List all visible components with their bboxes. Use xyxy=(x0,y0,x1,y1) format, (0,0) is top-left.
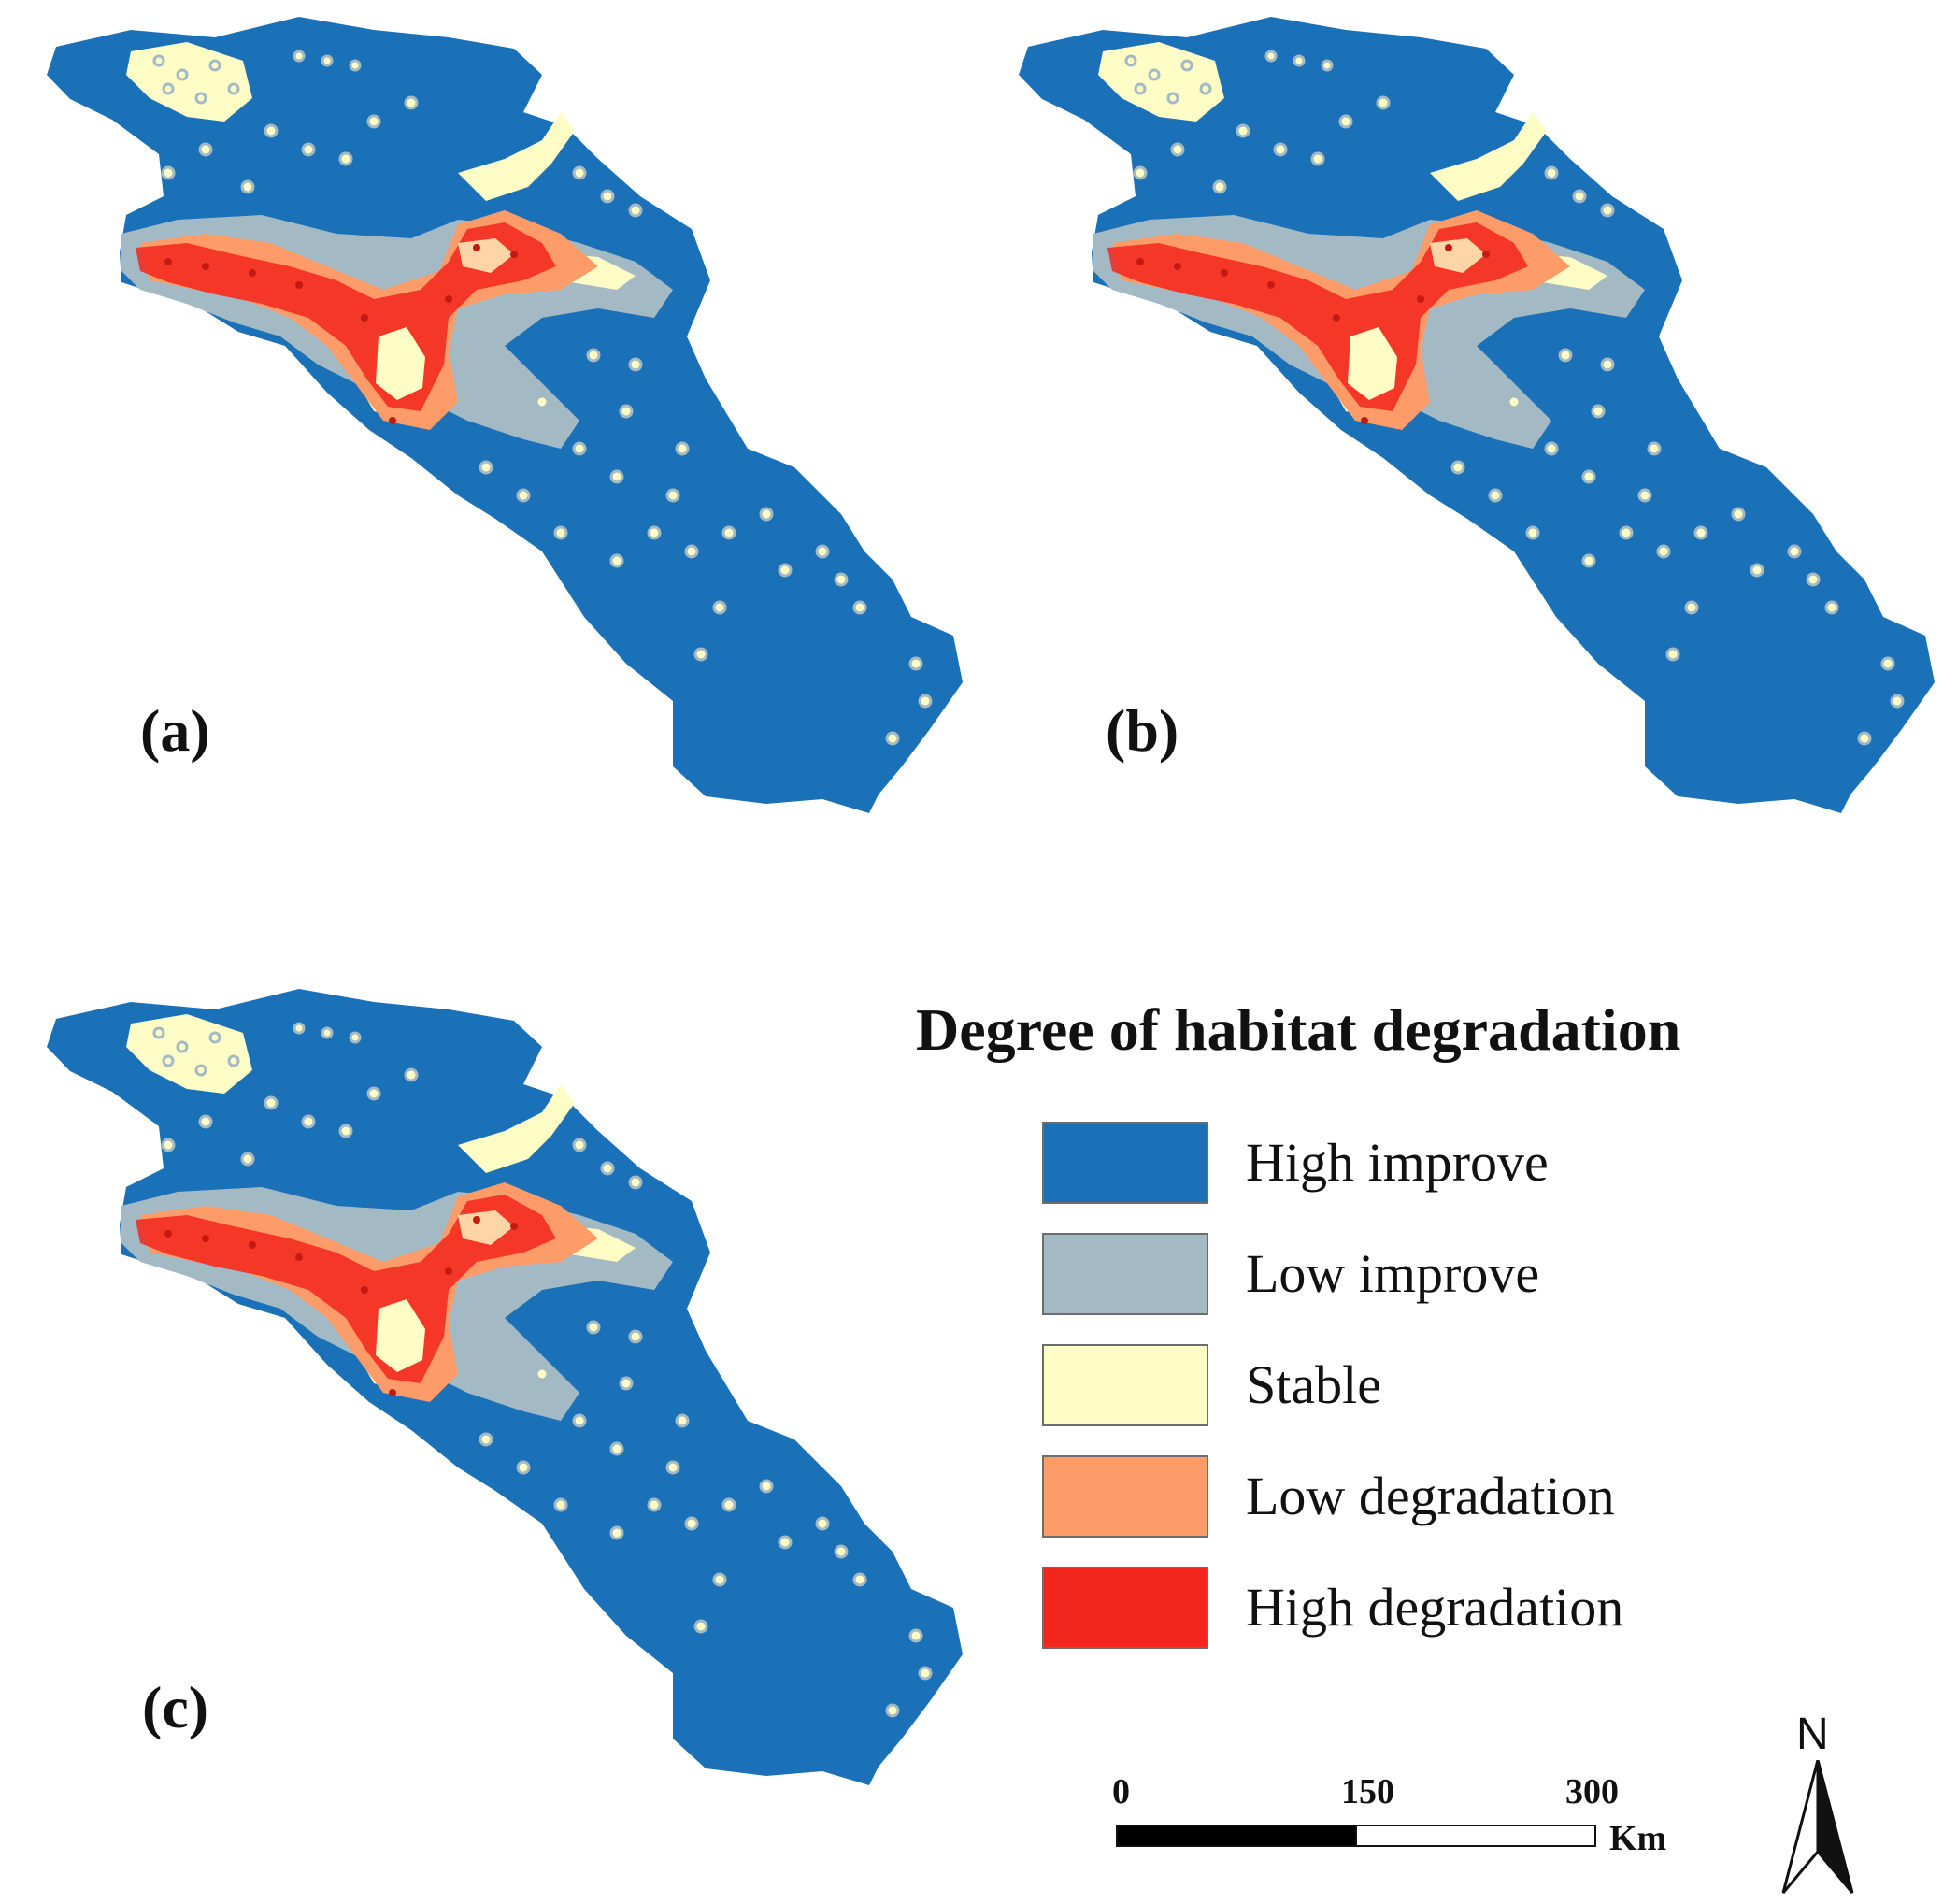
scale-unit: Km xyxy=(1609,1819,1667,1858)
legend-label: Low improve xyxy=(1246,1243,1540,1304)
scale-bar: 0 150 300 Km xyxy=(1112,1771,1666,1883)
scale-tick-150: 150 xyxy=(1341,1772,1394,1811)
legend-item-stable: Stable xyxy=(1042,1344,1790,1428)
legend-swatch xyxy=(1042,1233,1208,1315)
panel-label-a: (a) xyxy=(140,697,210,764)
legend-swatch xyxy=(1042,1567,1208,1649)
panel-label-c: (c) xyxy=(142,1674,209,1740)
north-arrow: N xyxy=(1776,1709,1860,1896)
legend-swatch xyxy=(1042,1344,1208,1426)
legend-label: High improve xyxy=(1246,1132,1549,1193)
scale-tick-0: 0 xyxy=(1112,1772,1130,1811)
legend-item-high-degradation: High degradation xyxy=(1042,1567,1790,1651)
legend-item-low-degradation: Low degradation xyxy=(1042,1455,1790,1539)
legend-label: Stable xyxy=(1246,1354,1381,1415)
legend-title: Degree of habitat degradation xyxy=(916,996,1681,1063)
legend-swatch xyxy=(1042,1455,1208,1538)
panel-label-b: (b) xyxy=(1106,697,1179,764)
north-letter: N xyxy=(1796,1710,1829,1759)
north-arrow-icon xyxy=(1781,1760,1854,1894)
legend-swatch xyxy=(1042,1122,1208,1204)
legend-item-low-improve: Low improve xyxy=(1042,1233,1790,1317)
legend-item-high-improve: High improve xyxy=(1042,1122,1790,1206)
scale-segment-white xyxy=(1355,1825,1596,1847)
scale-tick-300: 300 xyxy=(1565,1772,1619,1811)
scale-segment-black xyxy=(1116,1825,1357,1847)
legend-label: High degradation xyxy=(1246,1577,1624,1638)
legend-label: Low degradation xyxy=(1246,1466,1615,1526)
